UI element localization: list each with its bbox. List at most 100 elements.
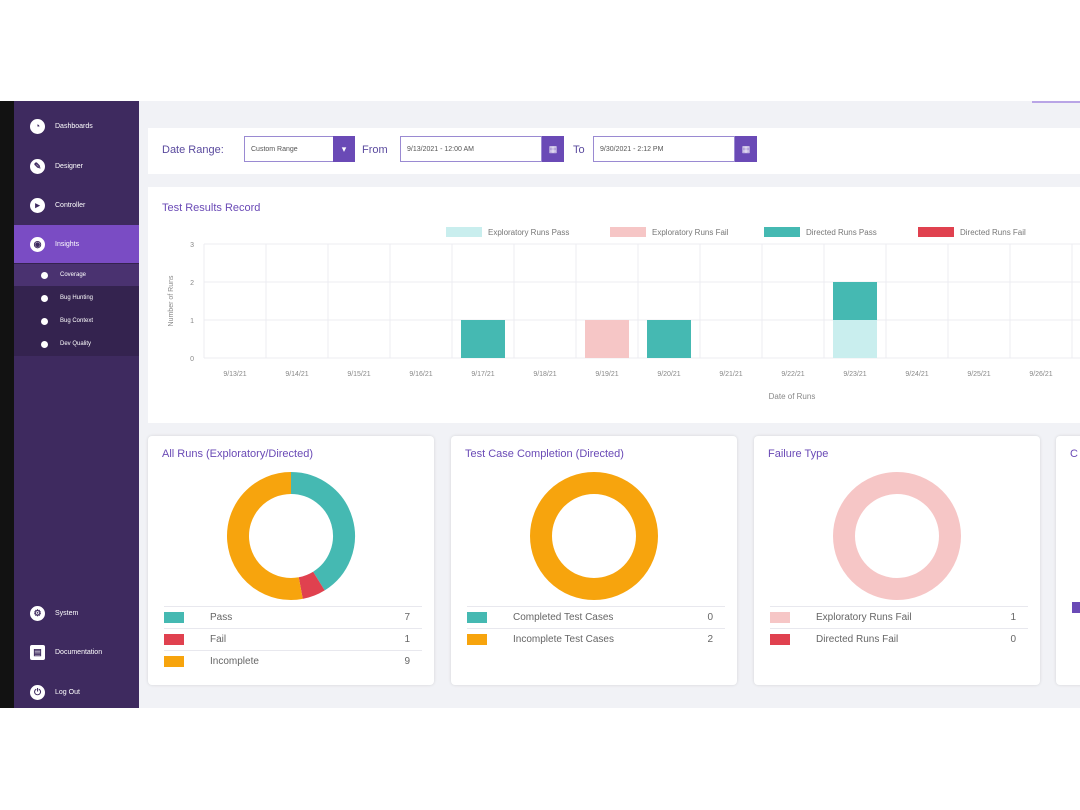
donut-slice bbox=[227, 472, 303, 600]
x-tick-label: 9/25/21 bbox=[967, 371, 990, 378]
x-tick-label: 9/23/21 bbox=[843, 371, 866, 378]
sidebar-subitem-label: Coverage bbox=[60, 272, 87, 278]
x-tick-label: 9/16/21 bbox=[409, 371, 432, 378]
failure-type-card: Failure Type Exploratory Runs Fail 1 Direc… bbox=[754, 436, 1040, 685]
insights-submenu: Coverage Bug Hunting Bug Context Dev Qua… bbox=[14, 263, 139, 356]
sidebar-item-insights[interactable]: ◉ Insights bbox=[14, 225, 139, 263]
x-tick-label: 9/26/21 bbox=[1029, 371, 1052, 378]
y-tick-label: 0 bbox=[190, 356, 194, 363]
legend-row[interactable]: Fail 1 bbox=[164, 628, 422, 649]
system-icon: ⚙ bbox=[30, 605, 45, 621]
sidebar-item-system[interactable]: ⚙ System bbox=[14, 600, 139, 626]
failure-type-donut bbox=[833, 472, 961, 600]
bar bbox=[833, 282, 877, 320]
legend-label: Pass bbox=[210, 611, 233, 623]
legend-swatch bbox=[764, 227, 800, 237]
to-date-input[interactable]: 9/30/2021 - 2:12 PM bbox=[593, 136, 735, 162]
legend-value: 1 bbox=[404, 633, 410, 645]
legend-label: Directed Runs Fail bbox=[960, 228, 1026, 237]
bug-icon bbox=[41, 317, 48, 325]
legend-row[interactable]: Directed Runs Fail 0 bbox=[770, 628, 1028, 649]
legend-swatch bbox=[164, 611, 184, 623]
sidebar-subitem-label: Bug Context bbox=[60, 318, 94, 324]
document-icon: ▤ bbox=[30, 644, 45, 660]
legend-swatch bbox=[164, 633, 184, 645]
quality-icon bbox=[41, 340, 48, 348]
sidebar-item-dashboards[interactable]: ◔ Dashboards bbox=[14, 113, 139, 139]
insights-icon: ◉ bbox=[30, 236, 45, 252]
to-label: To bbox=[573, 144, 585, 156]
calendar-icon[interactable]: ▦ bbox=[542, 136, 564, 162]
sidebar-item-label: Designer bbox=[55, 162, 84, 170]
bar bbox=[585, 320, 629, 358]
sidebar-item-documentation[interactable]: ▤ Documentation bbox=[14, 639, 139, 665]
sidebar-subitem-dev-quality[interactable]: Dev Quality bbox=[14, 333, 139, 355]
dashboard-icon: ◔ bbox=[30, 118, 45, 134]
test-results-chart-card: Test Results Record 0 1 2 3 9/13/21 9/14/21 9/1… bbox=[148, 187, 1080, 423]
legend-row[interactable]: Completed Test Cases 0 bbox=[467, 606, 725, 627]
donut-slice bbox=[833, 472, 961, 600]
from-label: From bbox=[362, 144, 388, 156]
legend-value: 7 bbox=[404, 611, 410, 623]
sidebar-subitem-bug-hunting[interactable]: Bug Hunting bbox=[14, 287, 139, 309]
legend-swatch bbox=[1072, 602, 1080, 613]
sidebar-subitem-coverage[interactable]: Coverage bbox=[14, 264, 139, 286]
legend-label: Incomplete Test Cases bbox=[513, 633, 614, 645]
legend-label: Exploratory Runs Pass bbox=[488, 228, 569, 237]
legend-swatch bbox=[446, 227, 482, 237]
x-tick-label: 9/24/21 bbox=[905, 371, 928, 378]
from-date-input[interactable]: 9/13/2021 - 12:00 AM bbox=[400, 136, 542, 162]
y-tick-label: 3 bbox=[190, 242, 194, 249]
sidebar-item-label: Dashboards bbox=[55, 122, 93, 130]
x-tick-label: 9/22/21 bbox=[781, 371, 804, 378]
x-tick-label: 9/17/21 bbox=[471, 371, 494, 378]
home-icon bbox=[41, 294, 48, 302]
app-window: ◔ Dashboards ✎ Designer ▸ Controller ◉ I… bbox=[0, 101, 1080, 708]
legend-label: Fail bbox=[210, 633, 227, 645]
legend-label: Incomplete bbox=[210, 655, 259, 667]
legend-value: 0 bbox=[1010, 633, 1016, 645]
legend-label: Directed Runs Fail bbox=[816, 633, 899, 645]
sidebar-subitem-label: Bug Hunting bbox=[60, 295, 94, 301]
partial-card: C bbox=[1056, 436, 1080, 685]
legend-swatch bbox=[610, 227, 646, 237]
card-title: Test Case Completion (Directed) bbox=[465, 448, 624, 460]
legend-value: 2 bbox=[707, 633, 713, 645]
sidebar-item-label: Controller bbox=[55, 201, 86, 209]
sidebar-subitem-bug-context[interactable]: Bug Context bbox=[14, 310, 139, 332]
y-axis-label: Number of Runs bbox=[168, 275, 175, 326]
donut-slice bbox=[290, 472, 355, 591]
date-range-label: Date Range: bbox=[162, 144, 224, 156]
x-tick-label: 9/18/21 bbox=[533, 371, 556, 378]
date-range-select[interactable]: Custom Range bbox=[244, 136, 334, 162]
calendar-icon[interactable]: ▦ bbox=[735, 136, 757, 162]
legend-value: 9 bbox=[404, 655, 410, 667]
y-tick-label: 2 bbox=[190, 280, 194, 287]
sidebar-item-log-out[interactable]: ⏻ Log Out bbox=[14, 679, 139, 705]
sidebar-item-label: Documentation bbox=[55, 648, 103, 656]
legend-row[interactable]: Pass 7 bbox=[164, 606, 422, 627]
legend-label: Completed Test Cases bbox=[513, 611, 614, 623]
chevron-down-icon[interactable]: ▾ bbox=[333, 136, 355, 162]
chart-title: Test Results Record bbox=[162, 202, 260, 214]
topbar-accent bbox=[1032, 101, 1080, 105]
x-axis-label: Date of Runs bbox=[769, 392, 816, 401]
y-tick-label: 1 bbox=[190, 318, 194, 325]
all-runs-donut bbox=[227, 472, 355, 600]
sidebar-item-label: System bbox=[55, 609, 79, 617]
card-title: C bbox=[1070, 448, 1078, 460]
x-tick-label: 9/20/21 bbox=[657, 371, 680, 378]
x-tick-label: 9/13/21 bbox=[223, 371, 246, 378]
legend-label: Exploratory Runs Fail bbox=[816, 611, 912, 623]
sidebar-item-designer[interactable]: ✎ Designer bbox=[14, 153, 139, 179]
sidebar-item-controller[interactable]: ▸ Controller bbox=[14, 192, 139, 218]
legend-row[interactable]: Incomplete 9 bbox=[164, 650, 422, 671]
designer-icon: ✎ bbox=[30, 158, 45, 174]
legend-value: 0 bbox=[707, 611, 713, 623]
legend-row[interactable]: Incomplete Test Cases 2 bbox=[467, 628, 725, 649]
sidebar: ◔ Dashboards ✎ Designer ▸ Controller ◉ I… bbox=[0, 101, 139, 708]
bar bbox=[833, 320, 877, 358]
sidebar-item-label: Log Out bbox=[55, 688, 80, 696]
legend-swatch bbox=[770, 611, 790, 623]
legend-row[interactable]: Exploratory Runs Fail 1 bbox=[770, 606, 1028, 627]
